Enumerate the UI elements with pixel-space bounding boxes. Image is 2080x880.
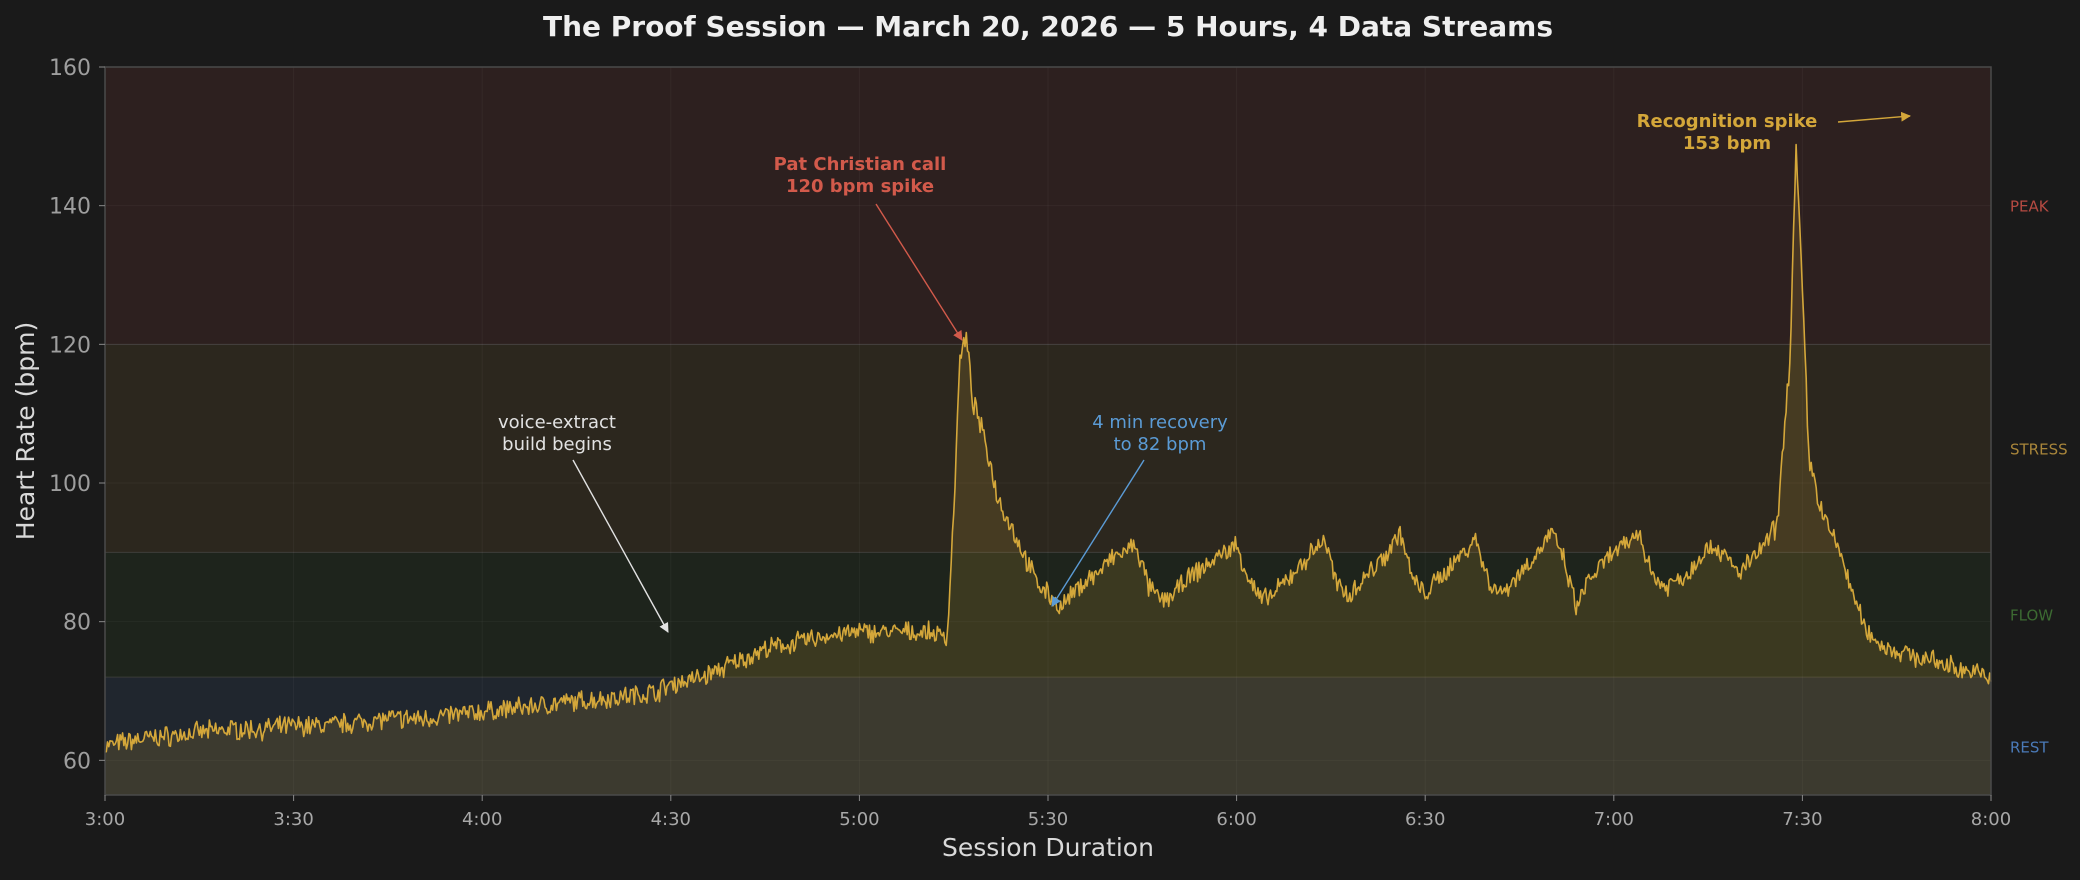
grid-layer: [104, 66, 1992, 795]
x-tick-label: 5:30: [1028, 809, 1068, 830]
annotation-text: build begins: [502, 434, 612, 455]
annotation-text: to 82 bpm: [1114, 434, 1207, 455]
zone-label-flow: FLOW: [2010, 607, 2053, 625]
heart-rate-area: [105, 144, 1991, 795]
annotation-text: Pat Christian call: [774, 154, 947, 175]
y-tick-label: 60: [63, 749, 91, 774]
x-tick-label: 4:30: [651, 809, 691, 830]
y-tick-label: 140: [49, 195, 91, 220]
x-tick-label: 7:30: [1782, 809, 1822, 830]
annotation-text: 153 bpm: [1683, 133, 1771, 154]
annotation-text: Recognition spike: [1637, 111, 1818, 132]
annotation-arrow: [875, 203, 963, 341]
zone-band-flow: [105, 552, 1991, 678]
heart-rate-line: [104, 143, 1992, 753]
zones-layer: [105, 66, 1991, 795]
y-tick-label: 80: [63, 611, 91, 636]
annotation-text: 120 bpm spike: [786, 176, 934, 197]
area-layer: [104, 143, 1992, 795]
x-tick-label: 6:00: [1216, 809, 1256, 830]
x-ticks: 3:00 3:30 4:00 4:30 5:00 5:30 6:00 6:30 7:00 7:30…: [85, 795, 2011, 830]
zone-band-rest: [105, 677, 1991, 795]
zone-label-peak: PEAK: [2010, 198, 2050, 216]
zone-band-stress: [105, 344, 1991, 553]
x-tick-label: 4:00: [462, 809, 502, 830]
x-tick-label: 6:30: [1405, 809, 1445, 830]
x-axis-label: Session Duration: [942, 833, 1154, 862]
x-tick-label: 7:00: [1594, 809, 1634, 830]
zone-labels: REST FLOW STRESS PEAK: [2010, 198, 2068, 757]
zone-label-stress: STRESS: [2010, 440, 2068, 458]
y-tick-label: 100: [49, 472, 91, 497]
x-tick-label: 5:00: [839, 809, 879, 830]
x-tick-label: 3:00: [85, 809, 125, 830]
chart-title: The Proof Session — March 20, 2026 — 5 H…: [543, 10, 1553, 43]
annotation-arrow: [1051, 459, 1145, 607]
y-tick-label: 160: [49, 56, 91, 81]
annotation-arrow: [1837, 111, 1911, 123]
annotation-text: voice-extract: [498, 412, 616, 433]
y-axis-label: Heart Rate (bpm): [11, 322, 40, 540]
x-tick-label: 3:30: [273, 809, 313, 830]
y-ticks: 60 80 100 120 140 160: [49, 56, 105, 774]
zone-band-peak: [105, 67, 1991, 345]
y-tick-label: 120: [49, 333, 91, 358]
x-tick-label: 8:00: [1971, 809, 2011, 830]
annotation-text: 4 min recovery: [1092, 412, 1228, 433]
annotation-arrow: [572, 459, 669, 633]
zone-label-rest: REST: [2010, 738, 2049, 756]
